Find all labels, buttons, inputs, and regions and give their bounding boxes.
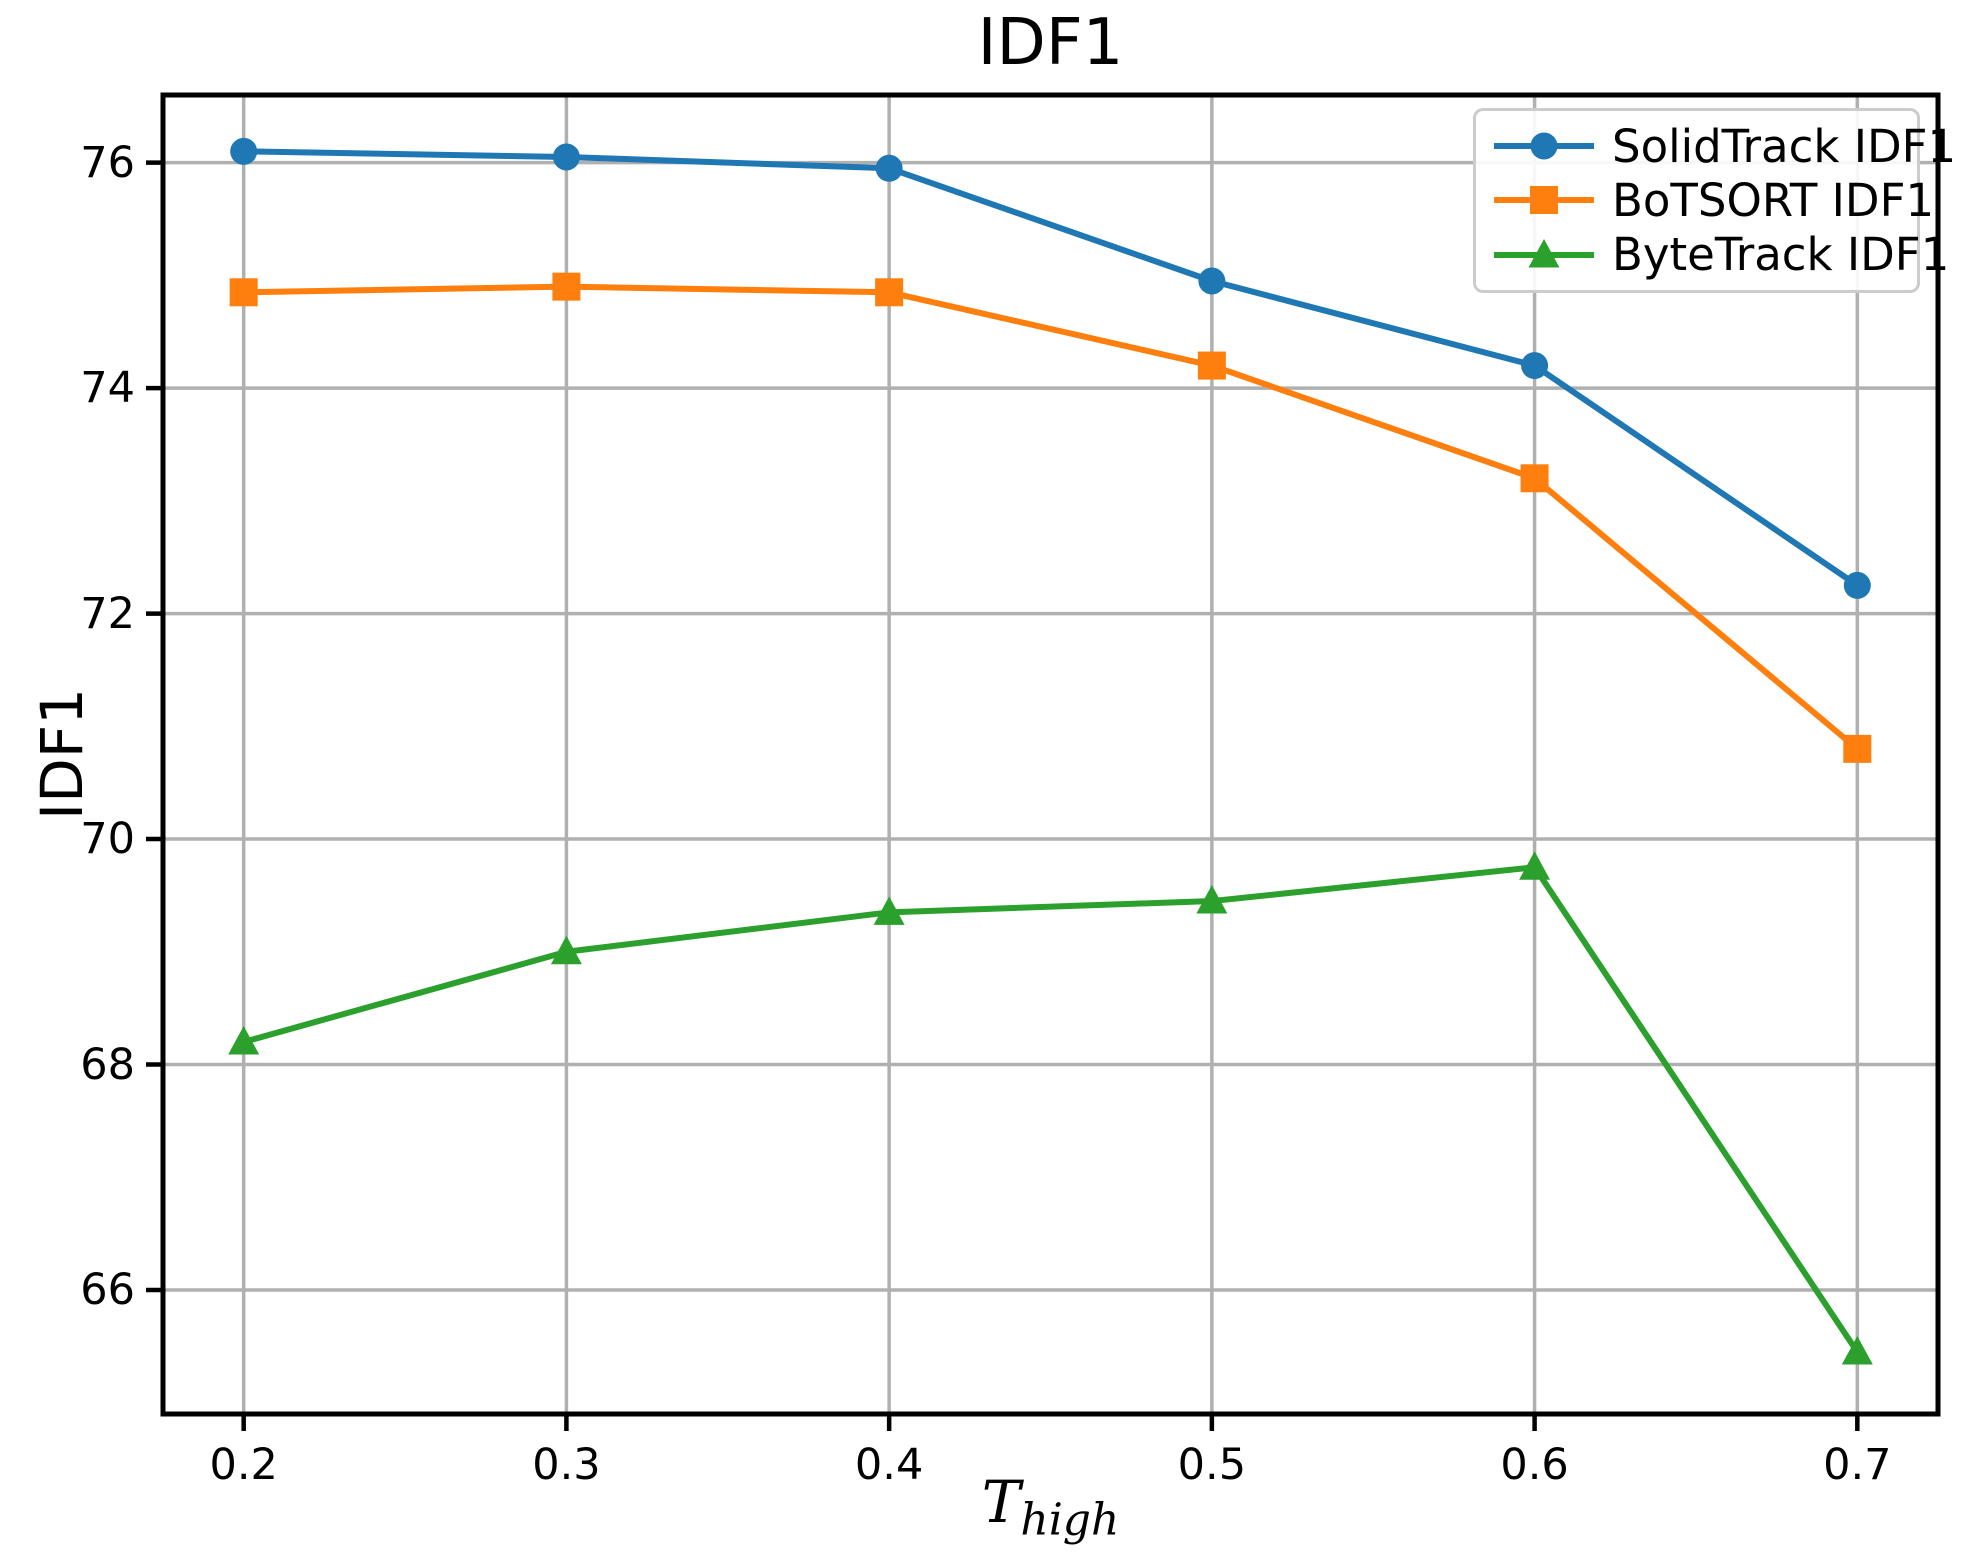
data-point-square xyxy=(1843,734,1872,763)
legend-item-solidtrack: SolidTrack IDF1 xyxy=(1494,120,1956,173)
y-tick-label: 74 xyxy=(80,363,135,414)
data-point-square xyxy=(552,272,581,301)
bytetrack-line-triangle-icon xyxy=(1494,238,1594,268)
legend-label: SolidTrack IDF1 xyxy=(1612,119,1957,173)
legend-marker-circle-icon xyxy=(1530,132,1558,160)
y-axis-label-text: IDF1 xyxy=(28,687,97,821)
legend-item-botsort: BoTSORT IDF1 xyxy=(1494,174,1934,227)
x-axis-label: Thigh xyxy=(163,1468,1938,1542)
data-point-square xyxy=(875,278,904,307)
data-point-triangle xyxy=(228,1025,260,1055)
legend: SolidTrack IDF1 BoTSORT IDF1 ByteTrack I… xyxy=(1473,108,1956,293)
data-point-triangle xyxy=(550,935,582,965)
data-point-circle xyxy=(1843,571,1871,599)
x-tick-label: 0.3 xyxy=(532,1440,601,1490)
botsort-line-square-icon xyxy=(1494,186,1594,215)
plot-border xyxy=(160,92,1941,1417)
x-tick-label: 0.5 xyxy=(1177,1440,1247,1490)
x-tick-label: 0.4 xyxy=(854,1440,924,1490)
solidtrack-line-circle-icon xyxy=(1494,132,1594,160)
y-tick-label: 66 xyxy=(80,1264,135,1315)
data-point-circle xyxy=(875,154,903,182)
data-point-square xyxy=(229,278,258,307)
legend-marker-square-icon xyxy=(1530,186,1558,215)
x-axis-label-subscript: high xyxy=(1020,1494,1120,1546)
y-axis-label: IDF1 xyxy=(28,688,96,820)
legend-item-bytetrack: ByteTrack IDF1 xyxy=(1494,228,1949,281)
y-tick-label: 72 xyxy=(80,588,135,639)
x-axis-label-var: T xyxy=(981,1468,1021,1536)
data-point-triangle xyxy=(1519,851,1551,880)
x-tick-label: 0.2 xyxy=(209,1440,278,1490)
legend-marker-triangle-icon xyxy=(1528,238,1560,268)
data-point-square xyxy=(1520,464,1549,493)
y-tick-label: 70 xyxy=(80,814,135,865)
data-point-circle xyxy=(1521,352,1549,380)
legend-label: BoTSORT IDF1 xyxy=(1612,173,1935,227)
series-line xyxy=(243,148,1860,588)
x-tick-label: 0.7 xyxy=(1823,1440,1892,1490)
data-point-triangle xyxy=(1841,1335,1873,1365)
data-point-circle xyxy=(230,137,258,165)
data-point-square xyxy=(1197,351,1226,380)
data-point-circle xyxy=(1198,267,1226,295)
series-line xyxy=(242,864,1860,1354)
data-point-circle xyxy=(552,143,580,171)
legend-label: ByteTrack IDF1 xyxy=(1612,228,1950,282)
y-tick-label: 68 xyxy=(80,1039,135,1090)
series-line xyxy=(243,283,1860,752)
data-point-triangle xyxy=(1196,885,1228,914)
x-tick-label: 0.6 xyxy=(1500,1440,1569,1490)
chart-title: IDF1 xyxy=(977,6,1124,80)
data-point-triangle xyxy=(873,896,905,925)
y-tick-label: 76 xyxy=(80,137,135,188)
